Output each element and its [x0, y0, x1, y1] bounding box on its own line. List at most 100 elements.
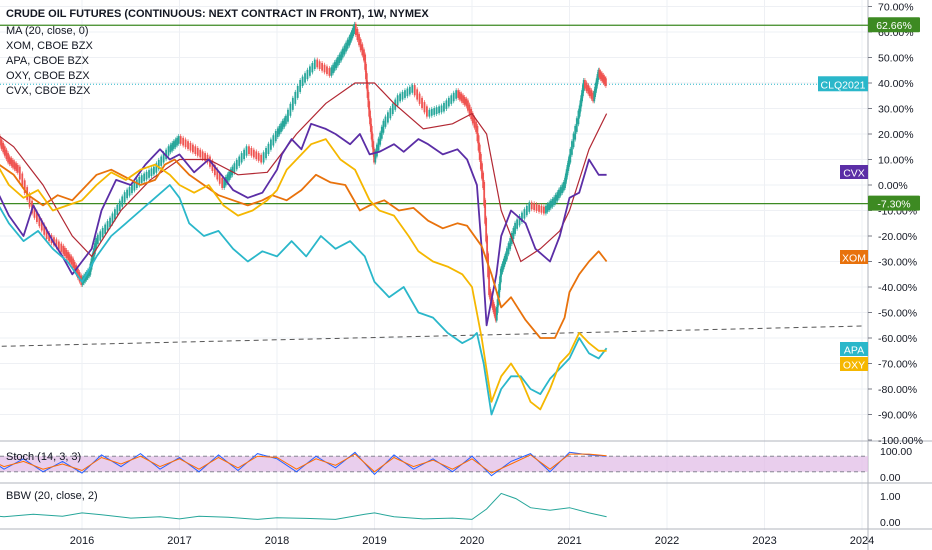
crude-candle[interactable]	[150, 168, 153, 177]
crude-candle[interactable]	[265, 148, 267, 159]
crude-candle[interactable]	[430, 108, 433, 116]
crude-candle[interactable]	[543, 206, 545, 214]
crude-candle[interactable]	[233, 163, 236, 173]
crude-candle[interactable]	[131, 184, 133, 194]
crude-candle[interactable]	[64, 247, 66, 256]
crude-candle[interactable]	[353, 23, 356, 33]
crude-candle[interactable]	[603, 76, 606, 85]
crude-candle[interactable]	[67, 252, 70, 261]
crude-candle[interactable]	[477, 135, 480, 151]
crude-candle[interactable]	[493, 306, 496, 317]
crude-candle[interactable]	[369, 110, 371, 125]
crude-candle[interactable]	[3, 146, 6, 156]
crude-candle[interactable]	[321, 63, 323, 71]
crude-candle[interactable]	[289, 103, 292, 116]
crude-candle[interactable]	[177, 136, 180, 144]
crude-candle[interactable]	[104, 224, 107, 234]
crude-candle[interactable]	[240, 153, 243, 163]
crude-candle[interactable]	[365, 73, 368, 89]
crude-candle[interactable]	[340, 51, 343, 61]
crude-candle[interactable]	[445, 100, 448, 109]
crude-candle[interactable]	[335, 59, 338, 69]
crude-candle[interactable]	[7, 153, 9, 163]
crude-candle[interactable]	[587, 85, 590, 94]
stoch-label[interactable]: Stoch (14, 3, 3)	[6, 451, 81, 463]
crude-candle[interactable]	[479, 153, 482, 170]
crude-candle[interactable]	[551, 199, 554, 207]
crude-candle[interactable]	[533, 203, 536, 211]
crude-candle[interactable]	[495, 306, 498, 321]
crude-candle[interactable]	[323, 64, 326, 73]
crude-candle[interactable]	[192, 144, 194, 153]
crude-candle[interactable]	[465, 98, 468, 107]
crude-candle[interactable]	[167, 146, 170, 156]
crude-candle[interactable]	[475, 121, 477, 132]
crude-candle[interactable]	[169, 144, 172, 153]
crude-candle[interactable]	[571, 141, 573, 155]
crude-candle[interactable]	[379, 132, 382, 145]
legend-xom[interactable]: XOM, CBOE BZX	[6, 40, 93, 52]
crude-candle[interactable]	[373, 148, 375, 163]
crude-candle[interactable]	[157, 159, 160, 170]
crude-candle[interactable]	[577, 110, 580, 125]
crude-candle[interactable]	[62, 245, 65, 254]
crude-candle[interactable]	[365, 63, 367, 80]
crude-candle[interactable]	[294, 91, 297, 104]
crude-candle[interactable]	[485, 217, 488, 242]
crude-candle[interactable]	[447, 97, 450, 107]
crude-candle[interactable]	[592, 92, 594, 102]
crude-candle[interactable]	[602, 74, 605, 83]
series-line-oxy[interactable]	[0, 138, 607, 411]
crude-candle[interactable]	[548, 202, 551, 211]
crude-candle[interactable]	[396, 95, 399, 106]
crude-candle[interactable]	[145, 171, 148, 180]
crude-candle[interactable]	[512, 227, 515, 239]
crude-candle[interactable]	[206, 154, 209, 163]
crude-candle[interactable]	[77, 268, 79, 279]
crude-candle[interactable]	[223, 179, 226, 188]
crude-candle[interactable]	[218, 173, 221, 184]
crude-candle[interactable]	[109, 217, 111, 228]
crude-candle[interactable]	[504, 253, 507, 262]
crude-candle[interactable]	[174, 139, 177, 148]
crude-candle[interactable]	[328, 68, 331, 76]
crude-candle[interactable]	[413, 85, 416, 96]
crude-candle[interactable]	[267, 143, 270, 154]
crude-candle[interactable]	[8, 156, 11, 165]
crude-candle[interactable]	[126, 189, 128, 199]
crude-candle[interactable]	[421, 97, 423, 109]
crude-candle[interactable]	[201, 151, 204, 160]
crude-candle[interactable]	[94, 243, 96, 255]
crude-candle[interactable]	[363, 49, 365, 61]
crude-candle[interactable]	[78, 272, 81, 282]
crude-candle[interactable]	[540, 205, 543, 213]
crude-candle[interactable]	[60, 243, 63, 252]
bbw-label[interactable]: BBW (20, close, 2)	[6, 490, 98, 502]
crude-candle[interactable]	[85, 272, 88, 280]
crude-candle[interactable]	[311, 63, 314, 73]
crude-candle[interactable]	[196, 148, 199, 156]
crude-candle[interactable]	[404, 90, 406, 98]
crude-candle[interactable]	[514, 222, 516, 234]
ma-line[interactable]	[0, 82, 608, 263]
oxy-tag[interactable]	[840, 357, 868, 371]
crude-candle[interactable]	[356, 29, 359, 41]
crude-candle[interactable]	[499, 276, 501, 290]
crude-candle[interactable]	[228, 171, 230, 181]
crude-candle[interactable]	[138, 176, 141, 186]
crude-candle[interactable]	[89, 263, 92, 275]
crude-candle[interactable]	[354, 23, 357, 35]
crude-candle[interactable]	[189, 142, 192, 151]
crude-candle[interactable]	[250, 148, 253, 156]
crude-candle[interactable]	[476, 125, 479, 142]
crude-candle[interactable]	[482, 172, 485, 188]
crude-candle[interactable]	[171, 142, 174, 151]
crude-candle[interactable]	[569, 148, 572, 163]
crude-candle[interactable]	[588, 87, 591, 97]
crude-candle[interactable]	[450, 95, 453, 104]
price-line-tag[interactable]	[818, 76, 868, 92]
crude-candle[interactable]	[330, 67, 333, 76]
bbw-line[interactable]	[0, 492, 607, 520]
crude-candle[interactable]	[484, 199, 487, 224]
crude-candle[interactable]	[2, 142, 5, 153]
